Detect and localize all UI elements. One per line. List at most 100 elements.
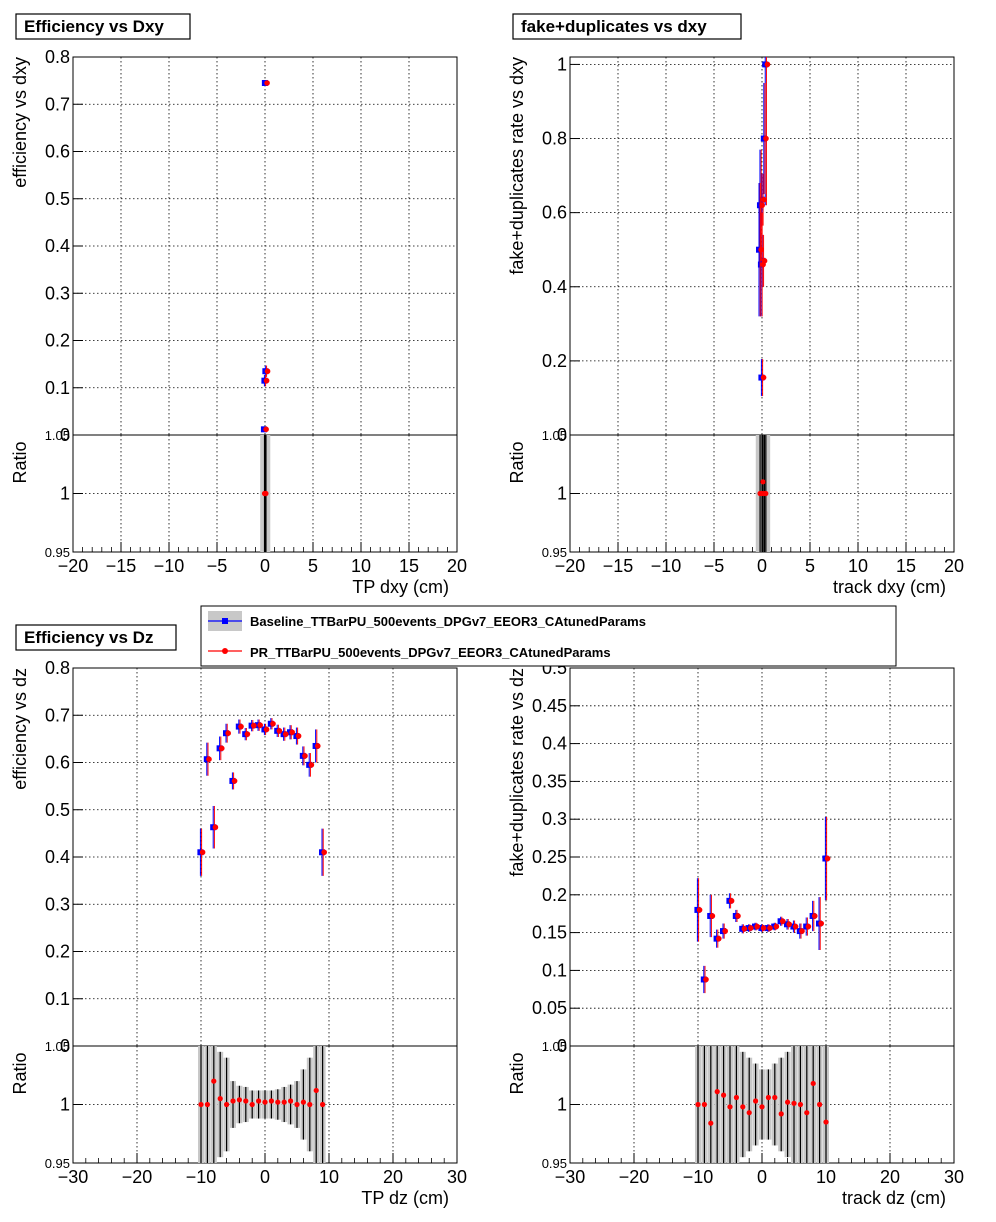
x-tick-label: −20 (122, 1167, 153, 1187)
data-point (812, 913, 818, 919)
y-tick-label: 0.5 (45, 800, 70, 820)
ratio-point (249, 1101, 255, 1108)
y-tick-label: 0.2 (45, 942, 70, 962)
ratio-point (224, 1101, 230, 1108)
ratio-y-tick-label: 1 (557, 1095, 567, 1115)
data-point (270, 720, 276, 727)
data-point (716, 935, 722, 942)
ratio-point (204, 1101, 210, 1108)
series-pr (263, 80, 271, 433)
x-tick-label: −5 (207, 556, 228, 576)
chart-panel-1: −20 −15 −10 −5 0 5 10 15 20 0 0.1 0.2 0.3 0.4 0.5 0.6 0.… (10, 13, 467, 597)
data-point (760, 925, 767, 931)
ratio-y-tick-label: 1 (60, 1095, 70, 1115)
ratio-point (275, 1099, 281, 1105)
ratio-point (695, 1101, 701, 1108)
y-tick-label: 0.3 (542, 809, 567, 829)
ratio-point (294, 1101, 300, 1108)
x-tick-label: 5 (308, 556, 318, 576)
x-tick-label: −20 (58, 556, 89, 576)
y-tick-label: 0.4 (45, 236, 70, 256)
ratio-point (243, 1098, 249, 1104)
y-tick-label: 0.6 (45, 753, 70, 773)
x-tick-label: −20 (619, 1167, 650, 1187)
ratio-y-tick-label: 1.05 (542, 428, 567, 443)
x-tick-label: 10 (319, 1167, 339, 1187)
series-pr (758, 57, 771, 397)
ratio-point (759, 1104, 765, 1110)
ratio-y-axis-title: Ratio (10, 1052, 30, 1094)
data-point (231, 778, 238, 784)
chart-panel-3: −30 −20 −10 0 10 20 30 0 0.1 0.2 0.3 0.4 0.5 0.6 0.7 0.… (10, 624, 467, 1208)
x-tick-label: 30 (447, 1167, 467, 1187)
data-point (696, 907, 703, 913)
data-point (199, 849, 206, 856)
ratio-point (733, 1094, 740, 1101)
x-tick-label: 15 (399, 556, 419, 576)
data-point (289, 729, 296, 736)
y-tick-label: 0.2 (45, 331, 70, 351)
ratio-y-tick-label: 1.05 (542, 1039, 567, 1054)
x-tick-label: −30 (58, 1167, 89, 1187)
data-point (251, 722, 257, 729)
ratio-point (823, 1119, 829, 1125)
legend: Baseline_TTBarPU_500events_DPGv7_EEOR3_C… (200, 605, 897, 667)
data-point (264, 80, 270, 86)
ratio-y-tick-label: 1 (557, 484, 567, 504)
data-point (761, 258, 768, 264)
data-point (302, 753, 308, 759)
data-point (759, 202, 765, 209)
ratio-y-axis-title: Ratio (507, 441, 527, 483)
data-point (308, 762, 315, 768)
legend-baseline-label: Baseline_TTBarPU_500events_DPGv7_EEOR3_C… (250, 614, 646, 629)
y-axis-title: efficiency vs dxy (10, 57, 30, 188)
x-axis-title: track dz (cm) (842, 1188, 946, 1208)
data-point (206, 756, 212, 762)
ratio-point (772, 1094, 778, 1101)
ratio-y-axis-title: Ratio (10, 441, 30, 483)
ratio-point (785, 1099, 791, 1105)
ratio-y-tick-label: 0.95 (542, 545, 567, 560)
legend-pr-label: PR_TTBarPU_500events_DPGv7_EEOR3_CAtuned… (250, 645, 611, 660)
ratio-point (217, 1096, 223, 1102)
y-tick-label: 0.8 (542, 129, 567, 149)
y-tick-label: 0 (60, 1036, 70, 1056)
x-tick-label: 0 (260, 1167, 270, 1187)
ratio-point (778, 1111, 784, 1117)
y-tick-label: 0.2 (542, 351, 567, 371)
y-tick-label: 0.1 (542, 960, 567, 980)
y-tick-label: 0 (557, 425, 567, 445)
y-tick-label: 0.15 (532, 923, 567, 943)
data-point (767, 925, 773, 931)
y-tick-label: 0.4 (45, 847, 70, 867)
ratio-point (268, 1098, 274, 1104)
ratio-point (740, 1104, 746, 1110)
x-tick-label: 0 (757, 556, 767, 576)
ratio-point (817, 1101, 823, 1108)
chart-title-frame (512, 13, 742, 40)
legend-entry-pr: PR_TTBarPU_500events_DPGv7_EEOR3_CAtuned… (208, 645, 611, 660)
x-tick-label: −5 (704, 556, 725, 576)
chart-title-frame (15, 13, 191, 40)
y-tick-label: 0.7 (45, 705, 70, 725)
data-point (805, 923, 812, 930)
data-point (786, 921, 792, 928)
data-point (257, 722, 264, 728)
chart-title: Efficiency vs Dxy (24, 17, 164, 36)
ratio-point (791, 1100, 797, 1106)
y-tick-label: 0.5 (45, 189, 70, 209)
y-tick-label: 0 (60, 425, 70, 445)
ratio-y-tick-label: 1 (60, 484, 70, 504)
x-axis-title: track dxy (cm) (833, 577, 946, 597)
y-tick-label: 0.45 (532, 696, 567, 716)
data-point (263, 426, 269, 433)
data-point (321, 849, 328, 856)
data-point (761, 196, 767, 203)
data-point (760, 374, 767, 381)
x-tick-label: 0 (260, 556, 270, 576)
ratio-point (760, 479, 766, 485)
ratio-y-axis-title: Ratio (507, 1052, 527, 1094)
y-tick-label: 0.1 (45, 378, 70, 398)
legend-baseline-marker (222, 618, 228, 624)
x-axis-title: TP dxy (cm) (352, 577, 449, 597)
